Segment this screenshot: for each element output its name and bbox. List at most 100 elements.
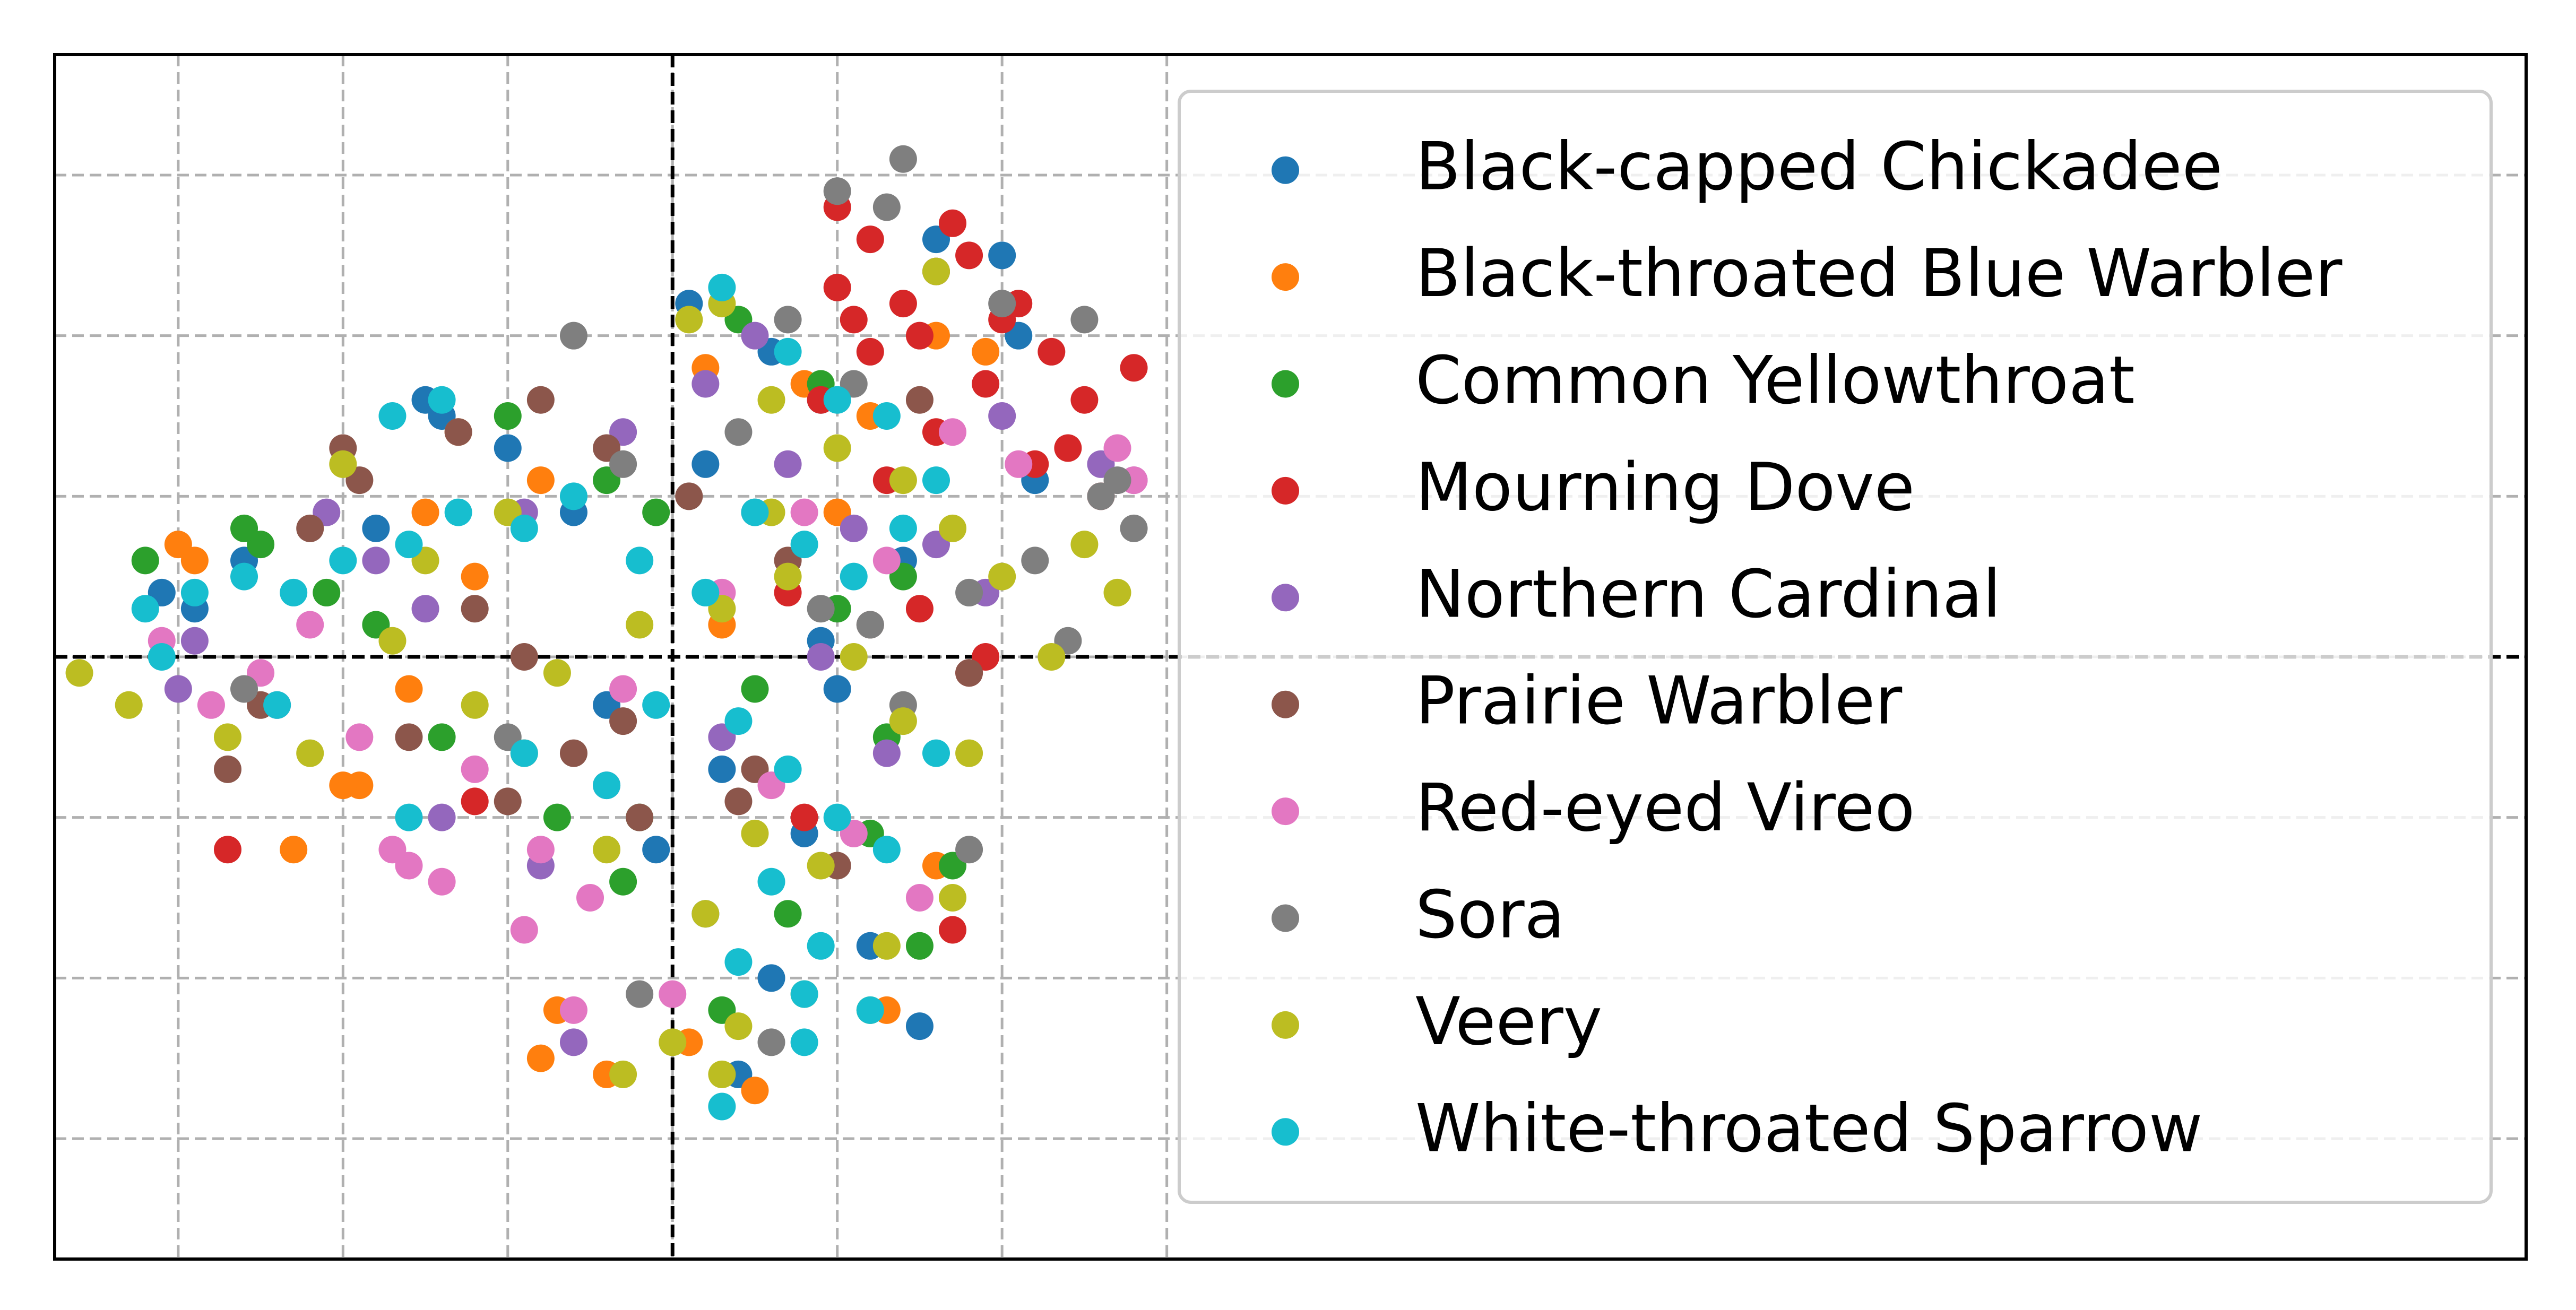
point-series-7-13 xyxy=(559,322,587,350)
point-series-7-4 xyxy=(988,290,1016,318)
legend-label-3: Mourning Dove xyxy=(1415,449,1915,526)
point-series-3-7 xyxy=(972,370,1000,398)
point-series-9-11 xyxy=(774,337,802,366)
point-series-8-22 xyxy=(593,836,621,864)
point-series-8-4 xyxy=(889,466,917,494)
point-series-6-21 xyxy=(659,980,687,1008)
point-series-7-21 xyxy=(757,1028,785,1056)
point-series-8-8 xyxy=(1103,578,1131,606)
point-series-7-12 xyxy=(724,418,753,446)
point-series-7-2 xyxy=(823,177,851,205)
point-series-8-5 xyxy=(939,514,967,542)
point-series-7-19 xyxy=(230,675,258,703)
point-series-8-18 xyxy=(296,739,324,767)
point-series-2-5 xyxy=(741,675,769,703)
series-4 xyxy=(164,322,1148,1056)
point-series-9-28 xyxy=(395,803,423,831)
point-series-9-10 xyxy=(708,273,736,301)
point-series-6-15 xyxy=(428,867,456,896)
legend-marker-2 xyxy=(1272,370,1299,398)
legend-label-6: Red-eyed Vireo xyxy=(1415,770,1915,846)
legend-marker-7 xyxy=(1272,904,1299,932)
point-series-5-2 xyxy=(444,418,472,446)
legend-marker-1 xyxy=(1272,263,1299,291)
series-7 xyxy=(230,145,1148,1056)
point-series-8-39 xyxy=(708,1060,736,1088)
point-series-9-12 xyxy=(823,386,851,414)
point-series-9-20 xyxy=(724,707,753,735)
point-series-8-26 xyxy=(872,932,901,960)
point-series-7-0 xyxy=(889,145,917,173)
point-series-8-29 xyxy=(724,1012,753,1040)
point-series-9-35 xyxy=(378,402,407,430)
point-series-4-1 xyxy=(411,595,439,623)
legend-label-9: White-throated Sparrow xyxy=(1415,1090,2202,1167)
point-series-6-6 xyxy=(609,675,637,703)
point-series-6-9 xyxy=(872,546,901,575)
point-series-7-10 xyxy=(955,578,983,606)
point-series-3-14 xyxy=(1120,354,1148,382)
legend-label-0: Black-capped Chickadee xyxy=(1415,129,2223,205)
point-series-4-11 xyxy=(180,627,209,655)
point-series-6-20 xyxy=(905,884,933,912)
point-series-0-5 xyxy=(494,434,522,462)
point-series-4-6 xyxy=(840,514,868,542)
point-series-6-10 xyxy=(939,418,967,446)
point-series-8-13 xyxy=(955,739,983,767)
legend-label-2: Common Yellowthroat xyxy=(1415,343,2135,419)
point-series-6-0 xyxy=(197,691,225,719)
point-series-3-28 xyxy=(790,803,818,831)
point-series-0-15 xyxy=(823,675,851,703)
point-series-3-6 xyxy=(1038,337,1066,366)
point-series-9-13 xyxy=(872,402,901,430)
point-series-1-9 xyxy=(972,337,1000,366)
legend-marker-0 xyxy=(1272,156,1299,184)
point-series-3-8 xyxy=(905,322,933,350)
point-series-1-18 xyxy=(395,675,423,703)
point-series-1-4 xyxy=(411,498,439,526)
point-series-5-10 xyxy=(494,787,522,816)
point-series-8-35 xyxy=(1038,643,1066,671)
legend-frame xyxy=(1178,90,2493,1204)
point-series-4-22 xyxy=(741,322,769,350)
point-series-6-16 xyxy=(510,916,538,944)
point-series-2-1 xyxy=(313,578,341,606)
point-series-2-12 xyxy=(609,867,637,896)
point-series-9-1 xyxy=(180,578,209,606)
point-series-7-1 xyxy=(872,193,901,221)
point-series-1-11 xyxy=(526,1044,555,1072)
point-series-8-17 xyxy=(378,627,407,655)
legend-label-5: Prairie Warbler xyxy=(1415,663,1902,740)
point-series-9-22 xyxy=(823,803,851,831)
point-series-3-22 xyxy=(905,595,933,623)
point-series-4-18 xyxy=(807,643,835,671)
point-series-4-5 xyxy=(774,450,802,478)
point-series-9-8 xyxy=(559,482,587,510)
legend: Black-capped Chickadee Black-throated Blu… xyxy=(1178,90,2493,1204)
point-series-5-11 xyxy=(395,723,423,751)
point-series-5-21 xyxy=(213,755,241,783)
point-series-7-23 xyxy=(774,306,802,334)
point-series-8-24 xyxy=(741,819,769,847)
point-series-5-18 xyxy=(609,707,637,735)
point-series-4-4 xyxy=(691,370,720,398)
point-series-8-25 xyxy=(807,852,835,880)
point-series-8-36 xyxy=(922,257,950,285)
series-1 xyxy=(164,322,1000,1105)
legend-label-4: Northern Cardinal xyxy=(1415,556,2001,632)
point-series-2-2 xyxy=(494,402,522,430)
point-series-9-25 xyxy=(807,932,835,960)
point-series-2-21 xyxy=(131,546,159,575)
point-series-5-19 xyxy=(724,787,753,816)
point-series-3-9 xyxy=(856,337,884,366)
point-series-9-17 xyxy=(790,531,818,559)
point-series-2-15 xyxy=(230,514,258,542)
legend-label-8: Veery xyxy=(1415,984,1602,1060)
point-series-5-17 xyxy=(510,643,538,671)
series-9 xyxy=(131,273,950,1121)
point-series-7-5 xyxy=(1070,306,1099,334)
point-series-6-8 xyxy=(790,498,818,526)
point-series-2-13 xyxy=(543,803,571,831)
point-series-9-6 xyxy=(444,498,472,526)
